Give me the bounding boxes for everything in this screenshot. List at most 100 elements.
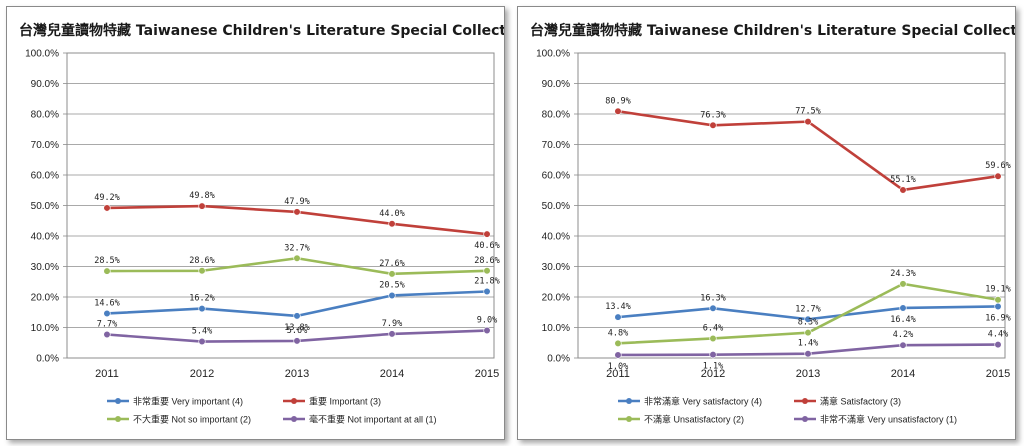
- x-tick-label: 2012: [701, 368, 725, 380]
- data-point: [198, 267, 206, 275]
- data-label: 6.4%: [703, 323, 723, 333]
- data-label: 1.1%: [703, 362, 723, 372]
- y-tick-label: 30.0%: [542, 262, 570, 273]
- legend-swatch-marker: [291, 416, 297, 422]
- data-label: 5.6%: [287, 326, 307, 336]
- x-tick-label: 2011: [95, 368, 119, 380]
- data-point: [483, 287, 491, 296]
- data-label: 20.5%: [379, 280, 405, 290]
- y-tick-label: 0.0%: [547, 354, 570, 365]
- data-point: [103, 330, 111, 339]
- legend-swatch-marker: [802, 416, 808, 422]
- data-point: [614, 107, 622, 115]
- legend-label: 非常不滿意 Very unsatisfactory (1): [820, 414, 957, 425]
- y-tick-label: 10.0%: [542, 323, 570, 334]
- x-tick-label: 2014: [891, 368, 915, 380]
- data-point: [804, 350, 812, 358]
- data-label: 76.3%: [700, 110, 726, 120]
- data-point: [388, 291, 396, 300]
- legend-swatch-marker: [115, 416, 121, 422]
- data-point: [804, 118, 812, 126]
- data-label: 27.6%: [379, 259, 405, 269]
- data-label: 40.6%: [474, 241, 500, 251]
- legend-label: 非常重要 Very important (4): [133, 396, 243, 407]
- data-label: 21.8%: [474, 277, 500, 287]
- x-tick-label: 2013: [796, 368, 820, 380]
- data-point: [899, 341, 907, 349]
- data-point: [614, 339, 622, 347]
- y-tick-label: 90.0%: [31, 79, 59, 90]
- x-tick-label: 2011: [606, 368, 630, 380]
- legend-swatch-marker: [626, 398, 632, 404]
- y-tick-label: 60.0%: [31, 171, 59, 182]
- data-point: [899, 304, 907, 312]
- data-point: [103, 267, 111, 275]
- legend-label: 不滿意 Unsatisfactory (2): [644, 414, 744, 425]
- data-point: [483, 267, 491, 275]
- data-point: [709, 304, 717, 312]
- y-tick-label: 90.0%: [542, 79, 570, 90]
- data-label: 44.0%: [379, 209, 405, 219]
- data-label: 28.5%: [94, 256, 120, 266]
- data-label: 47.9%: [284, 197, 310, 207]
- y-tick-label: 20.0%: [31, 293, 59, 304]
- data-label: 4.4%: [988, 330, 1008, 340]
- chart-panel-satisfaction: 台灣兒童讀物特藏 Taiwanese Children's Literature…: [517, 6, 1016, 440]
- legend-swatch-marker: [115, 398, 121, 404]
- data-point: [804, 329, 812, 337]
- y-tick-label: 50.0%: [542, 201, 570, 212]
- data-label: 80.9%: [605, 96, 631, 106]
- y-tick-label: 100.0%: [536, 49, 570, 60]
- satisfaction-chart: 台灣兒童讀物特藏 Taiwanese Children's Literature…: [530, 22, 1015, 425]
- data-label: 12.7%: [795, 304, 821, 314]
- legend-label: 滿意 Satisfactory (3): [820, 396, 901, 407]
- data-point: [103, 204, 111, 212]
- data-label: 16.3%: [700, 293, 726, 303]
- data-point: [388, 270, 396, 278]
- x-tick-label: 2013: [285, 368, 309, 380]
- y-tick-label: 50.0%: [31, 201, 59, 212]
- data-label: 8.3%: [798, 318, 818, 328]
- data-label: 28.6%: [474, 256, 500, 266]
- legend-swatch-marker: [802, 398, 808, 404]
- data-label: 4.2%: [893, 330, 913, 340]
- data-point: [103, 309, 111, 318]
- y-tick-label: 40.0%: [31, 232, 59, 243]
- data-label: 49.8%: [189, 191, 215, 201]
- data-label: 16.9%: [985, 313, 1011, 323]
- data-label: 77.5%: [795, 107, 821, 117]
- data-point: [614, 351, 622, 359]
- x-tick-label: 2012: [190, 368, 214, 380]
- data-point: [388, 220, 396, 228]
- data-point: [709, 334, 717, 343]
- y-tick-label: 100.0%: [25, 49, 59, 60]
- data-point: [293, 312, 301, 320]
- legend-label: 不大重要 Not so important (2): [133, 414, 251, 425]
- y-tick-label: 60.0%: [542, 171, 570, 182]
- data-label: 32.7%: [284, 243, 310, 253]
- data-label: 7.9%: [382, 319, 402, 329]
- legend-swatch-marker: [291, 398, 297, 404]
- data-label: 16.4%: [890, 315, 916, 325]
- data-label: 19.1%: [985, 285, 1011, 295]
- y-tick-label: 30.0%: [31, 262, 59, 273]
- data-point: [994, 172, 1002, 180]
- data-point: [483, 326, 491, 335]
- legend-label: 非常滿意 Very satisfactory (4): [644, 396, 762, 407]
- data-label: 49.2%: [94, 193, 120, 203]
- y-tick-label: 80.0%: [542, 110, 570, 121]
- data-point: [899, 186, 907, 194]
- y-tick-label: 0.0%: [36, 354, 59, 365]
- legend-label: 重要 Important (3): [309, 396, 381, 407]
- data-point: [994, 296, 1002, 304]
- x-tick-label: 2014: [380, 368, 404, 380]
- data-label: 28.6%: [189, 256, 215, 266]
- data-point: [994, 302, 1002, 311]
- y-tick-label: 40.0%: [542, 232, 570, 243]
- data-label: 59.6%: [985, 161, 1011, 171]
- data-point: [804, 315, 812, 323]
- data-label: 1.0%: [608, 362, 628, 372]
- chart-panel-importance: 台灣兒童讀物特藏 Taiwanese Children's Literature…: [6, 6, 505, 440]
- data-label: 7.7%: [97, 320, 117, 330]
- data-point: [293, 254, 301, 262]
